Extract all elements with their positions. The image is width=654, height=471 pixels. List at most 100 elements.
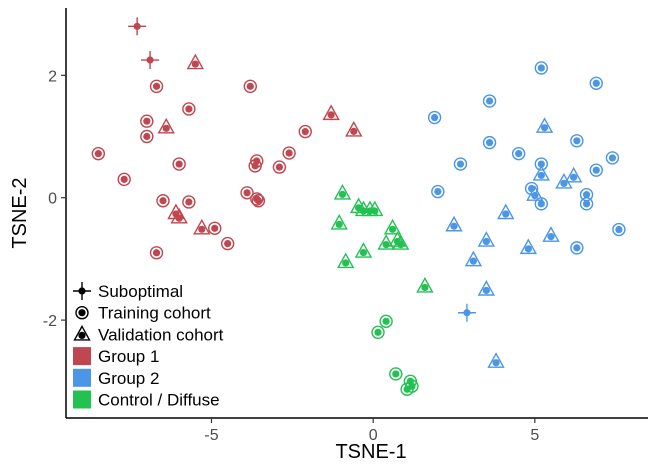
point-training-dot — [224, 239, 232, 248]
legend-key-training-dot — [78, 309, 86, 317]
data-point — [248, 159, 262, 173]
data-point — [477, 231, 496, 247]
point-validation-dot — [502, 210, 510, 218]
point-validation-triangle — [193, 218, 211, 235]
data-point — [431, 184, 445, 199]
point-validation-dot — [397, 240, 405, 249]
legend-swatch — [73, 390, 91, 409]
data-point — [330, 213, 348, 230]
point-validation-dot — [531, 192, 539, 200]
data-point — [605, 151, 620, 165]
point-training-dot — [592, 166, 600, 174]
point-training-ring — [534, 197, 548, 211]
point-training-ring — [208, 221, 222, 235]
point-training-ring — [612, 222, 626, 237]
legend-item-suboptimal: Suboptimal — [73, 282, 183, 301]
series-group-1 — [91, 17, 363, 260]
point-training-ring — [240, 186, 254, 200]
data-point — [391, 234, 410, 250]
legend-item-control: Control / Diffuse — [73, 390, 220, 410]
point-training-ring — [272, 160, 287, 174]
legend-label: Validation cohort — [98, 325, 224, 344]
data-point — [589, 163, 603, 177]
point-training-dot — [243, 189, 251, 197]
data-point — [482, 94, 497, 108]
point-validation-dot — [450, 222, 458, 230]
series-group-2 — [427, 61, 626, 368]
point-training-ring — [379, 314, 393, 329]
point-validation-dot — [524, 245, 532, 253]
point-validation-dot — [421, 283, 429, 292]
data-point — [464, 250, 483, 267]
data-point — [427, 110, 442, 125]
point-training-ring — [589, 76, 603, 90]
point-training-dot — [537, 160, 545, 168]
point-validation-dot — [469, 257, 477, 265]
point-training-dot — [608, 154, 617, 162]
data-point — [193, 218, 211, 235]
point-training-ring — [511, 146, 526, 161]
data-point — [383, 218, 402, 235]
point-training-ring — [91, 146, 106, 161]
point-training-ring — [400, 382, 414, 396]
point-validation-dot — [547, 233, 555, 241]
point-validation-dot — [388, 225, 397, 233]
data-point — [570, 134, 584, 148]
point-validation-triangle — [345, 120, 363, 137]
point-training-ring — [182, 195, 196, 209]
data-point — [519, 238, 538, 255]
data-point — [91, 146, 106, 161]
point-training-ring — [431, 184, 445, 199]
point-validation-dot — [350, 127, 358, 135]
data-point — [322, 104, 340, 121]
data-point — [354, 242, 373, 258]
point-validation-dot — [540, 124, 549, 132]
point-validation-dot — [342, 259, 350, 267]
point-validation-triangle — [464, 250, 483, 267]
data-point — [379, 314, 393, 329]
point-training-dot — [152, 82, 161, 90]
point-training-dot — [285, 149, 293, 157]
point-training-dot — [251, 162, 259, 170]
data-points — [91, 17, 626, 396]
data-point — [482, 135, 497, 150]
data-point — [282, 146, 296, 160]
point-training-dot — [582, 200, 591, 208]
point-training-dot — [374, 328, 382, 336]
point-validation-dot — [338, 190, 347, 199]
point-training-ring — [251, 194, 266, 208]
point-validation-triangle — [542, 226, 560, 242]
point-validation-triangle — [535, 117, 554, 133]
legend-label: Control / Diffuse — [98, 391, 220, 410]
point-validation-triangle — [416, 276, 434, 293]
point-training-ring — [389, 367, 403, 381]
point-training-ring — [117, 172, 131, 187]
point-training-ring — [427, 110, 442, 125]
point-validation-triangle — [157, 117, 175, 134]
point-training-dot — [120, 175, 128, 183]
legend: Suboptimal Training cohort Validation coho… — [73, 282, 224, 410]
data-point — [487, 352, 505, 368]
point-validation-triangle — [477, 280, 496, 296]
y-tick-label: 2 — [48, 68, 57, 85]
point-training-dot — [485, 97, 494, 105]
point-training-dot — [254, 197, 262, 205]
legend-label: Group 2 — [98, 369, 159, 388]
point-training-dot — [573, 137, 581, 145]
point-training-dot — [152, 249, 161, 257]
point-training-dot — [403, 385, 411, 393]
point-training-dot — [537, 200, 545, 208]
point-validation-dot — [335, 220, 343, 229]
y-tick-label: -2 — [43, 313, 57, 330]
point-training-ring — [250, 192, 264, 206]
point-training-ring — [172, 157, 186, 171]
point-training-dot — [143, 117, 151, 125]
point-validation-triangle — [186, 53, 205, 70]
point-training-dot — [185, 105, 193, 113]
data-point — [555, 172, 573, 189]
point-training-ring — [140, 129, 154, 144]
point-validation-dot — [570, 173, 578, 181]
data-point — [535, 117, 554, 133]
data-point — [186, 53, 205, 70]
